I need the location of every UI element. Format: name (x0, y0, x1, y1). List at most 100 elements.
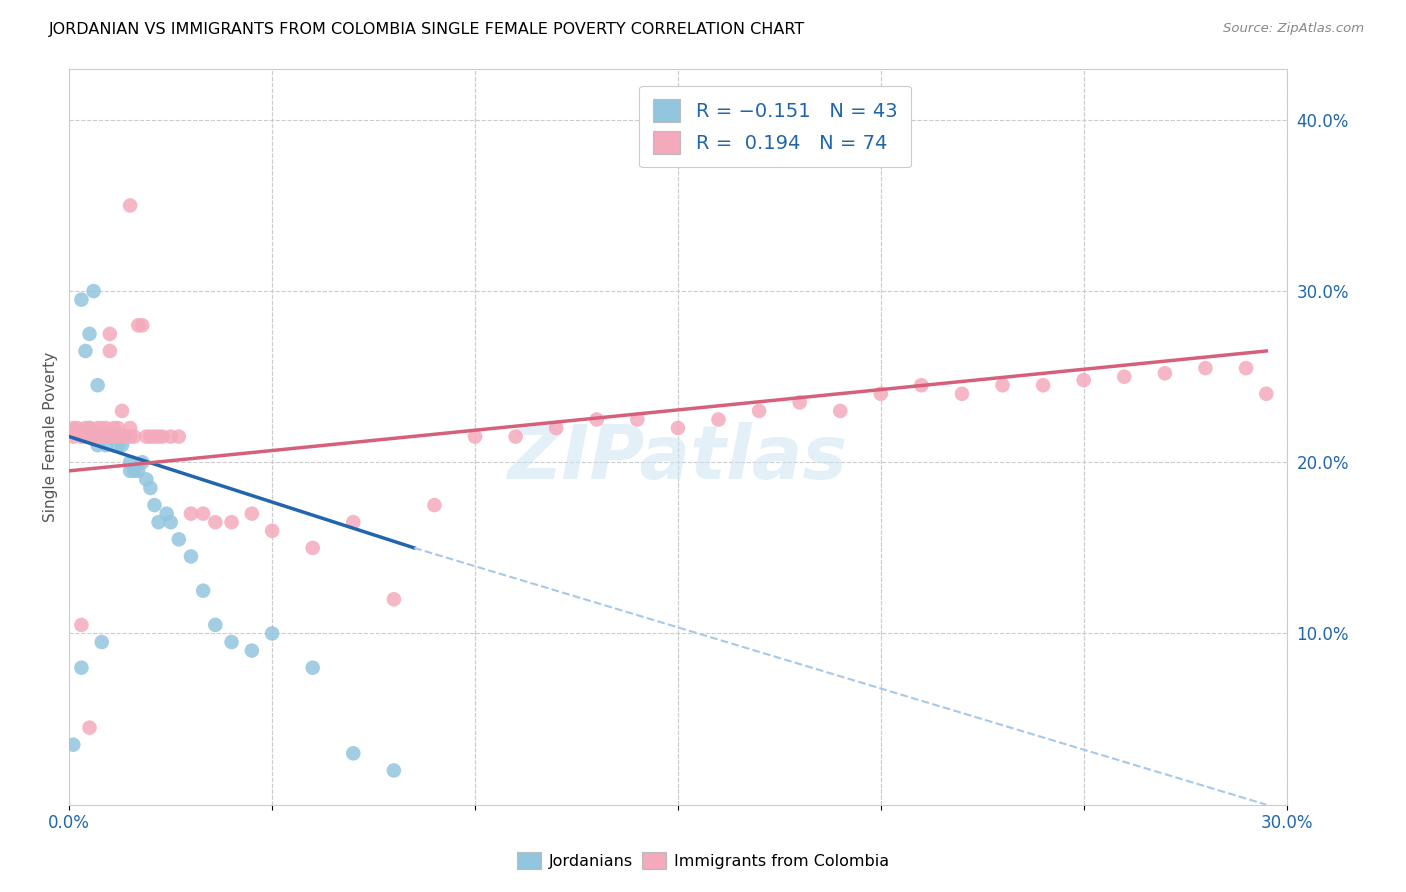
Point (127, 318, 149, 333)
Point (66, 421, 89, 435)
Point (139, 481, 162, 495)
Point (62, 421, 84, 435)
Point (180, 549, 202, 564)
Point (159, 515, 181, 529)
Point (120, 455, 142, 469)
Point (120, 198, 142, 212)
Point (107, 421, 129, 435)
Point (240, 643, 263, 657)
Point (748, 404, 770, 418)
Point (122, 464, 145, 478)
Point (139, 429, 162, 443)
Point (221, 635, 243, 649)
Point (1234, 361, 1257, 376)
Point (167, 533, 190, 547)
Point (204, 618, 226, 632)
Point (98, 429, 121, 443)
Point (90, 429, 112, 443)
Point (1032, 378, 1054, 392)
Point (869, 386, 891, 401)
Point (79, 421, 101, 435)
Point (90, 421, 112, 435)
Point (98, 326, 121, 341)
Point (94, 429, 117, 443)
Point (131, 318, 153, 333)
Point (135, 472, 157, 486)
Point (79, 721, 101, 735)
Point (94, 421, 117, 435)
Point (127, 464, 149, 478)
Point (70, 661, 93, 675)
Point (159, 429, 181, 443)
Point (103, 429, 125, 443)
Text: ZIPatlas: ZIPatlas (508, 422, 848, 495)
Point (111, 438, 134, 452)
Point (90, 429, 112, 443)
Point (83, 429, 105, 443)
Legend: Jordanians, Immigrants from Colombia: Jordanians, Immigrants from Colombia (510, 846, 896, 875)
Point (950, 386, 973, 401)
Point (910, 378, 932, 392)
Point (98, 429, 121, 443)
Point (83, 429, 105, 443)
Point (75, 343, 97, 358)
Point (94, 438, 117, 452)
Point (156, 507, 179, 521)
Point (546, 421, 568, 435)
Point (79, 429, 101, 443)
Point (204, 515, 226, 529)
Point (789, 395, 811, 409)
Point (505, 429, 527, 443)
Point (70, 293, 93, 307)
Point (62, 429, 84, 443)
Point (83, 429, 105, 443)
Point (120, 429, 142, 443)
Point (191, 583, 214, 598)
Point (1194, 361, 1216, 376)
Point (107, 429, 129, 443)
Point (70, 45, 93, 59)
Point (98, 343, 121, 358)
Point (103, 429, 125, 443)
Point (1153, 366, 1175, 380)
Text: JORDANIAN VS IMMIGRANTS FROM COLOMBIA SINGLE FEMALE POVERTY CORRELATION CHART: JORDANIAN VS IMMIGRANTS FROM COLOMBIA SI… (49, 22, 806, 37)
Point (90, 635, 112, 649)
Point (115, 429, 138, 443)
Point (707, 412, 730, 426)
Point (86, 429, 108, 443)
Legend: R = −0.151   N = 43, R =  0.194   N = 74: R = −0.151 N = 43, R = 0.194 N = 74 (640, 86, 911, 168)
Point (75, 421, 97, 435)
Point (75, 429, 97, 443)
Point (98, 429, 121, 443)
Point (464, 429, 486, 443)
Point (86, 421, 108, 435)
Point (143, 429, 166, 443)
Point (131, 455, 153, 469)
Point (111, 429, 134, 443)
Point (585, 412, 607, 426)
Point (240, 507, 263, 521)
Point (83, 284, 105, 298)
Point (423, 498, 446, 512)
Point (143, 498, 166, 512)
Point (103, 429, 125, 443)
Point (1114, 369, 1136, 384)
Point (262, 524, 284, 538)
Point (152, 429, 174, 443)
Point (148, 429, 170, 443)
Point (342, 747, 364, 761)
Text: Source: ZipAtlas.com: Source: ZipAtlas.com (1223, 22, 1364, 36)
Point (107, 438, 129, 452)
Point (111, 429, 134, 443)
Point (107, 429, 129, 443)
Point (70, 618, 93, 632)
Point (79, 326, 101, 341)
Point (342, 515, 364, 529)
Point (221, 515, 243, 529)
Point (382, 764, 405, 778)
Y-axis label: Single Female Poverty: Single Female Poverty (44, 351, 58, 522)
Point (382, 592, 405, 607)
Point (103, 421, 125, 435)
Point (262, 626, 284, 640)
Point (830, 404, 852, 418)
